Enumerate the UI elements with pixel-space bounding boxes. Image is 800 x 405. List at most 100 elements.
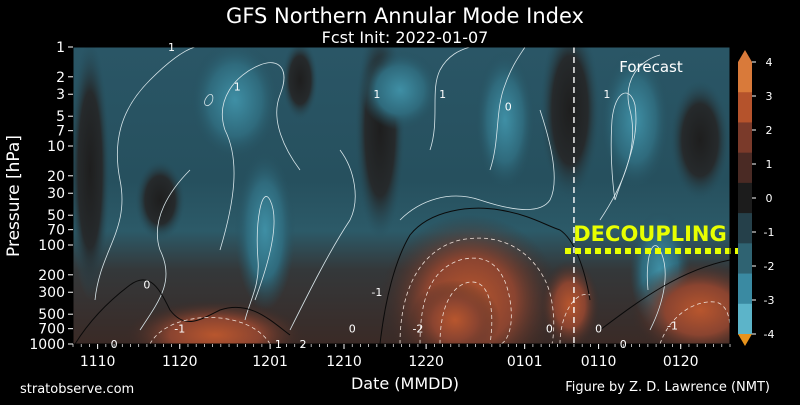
y-tick-label: 100 (38, 238, 65, 254)
contour-value-label: 1 (168, 41, 175, 54)
contour-value-label: -1 (174, 323, 185, 336)
y-tick-label: 700 (38, 322, 65, 338)
y-tick-label: 70 (47, 223, 65, 239)
colorbar-tick-label: -2 (764, 260, 775, 273)
colorbar-tick-label: 0 (766, 192, 773, 205)
footer-credit: Figure by Z. D. Lawrence (NMT) (565, 380, 770, 395)
contour-value-label: 0 (505, 101, 512, 114)
contour-line (379, 207, 591, 344)
colorbar: 4 3 2 1 0 -1 -2 -3 -4 (738, 50, 774, 346)
colorbar-segment (738, 92, 752, 124)
contour-line (419, 257, 512, 344)
field-positive-region (475, 50, 535, 190)
colorbar-tick-label: 1 (766, 158, 773, 171)
zero-contours (74, 207, 730, 344)
y-tick-label: 50 (47, 208, 65, 224)
contour-line (659, 301, 730, 344)
chart-subtitle: Fcst Init: 2022-01-07 (322, 28, 489, 47)
footer-source: stratobserve.com (20, 382, 134, 397)
field-negative-region (540, 260, 600, 344)
colorbar-tick-label: 3 (766, 90, 773, 103)
contour-value-label: -2 (412, 323, 423, 336)
contour-line (429, 47, 471, 151)
colorbar-segment (738, 213, 752, 244)
contour-line (139, 169, 191, 331)
colorbar-tick-label: 4 (766, 56, 773, 69)
field-dark-region (73, 47, 110, 300)
colorbar-tick-label: 2 (766, 124, 773, 137)
colorbar-tick-label: -1 (764, 226, 775, 239)
colorbar-segment (738, 303, 752, 335)
colorbar-max-arrow (738, 50, 752, 62)
contour-value-label: 0 (595, 323, 602, 336)
contour-value-label: 0 (143, 278, 150, 291)
y-tick-label: 200 (38, 268, 65, 284)
field-dark-region (670, 80, 730, 200)
x-tick-label: 1120 (162, 354, 198, 370)
contour-line (74, 279, 291, 344)
x-tick-label: 0120 (663, 354, 699, 370)
contour-field (73, 47, 730, 344)
y-tick-label: 5 (56, 109, 65, 125)
contour-value-label: 1 (603, 88, 610, 101)
x-tick-label: 1220 (408, 354, 444, 370)
forecast-label: Forecast (619, 58, 683, 76)
y-tick-label: 10 (47, 139, 65, 155)
field-dark-region (540, 47, 600, 200)
colorbar-min-arrow (738, 334, 752, 346)
field-negative-region (630, 260, 730, 344)
y-tick-label: 1000 (29, 337, 65, 353)
y-tick-label: 1 (56, 40, 65, 56)
contour-value-label: 1 (439, 88, 446, 101)
contour-value-label: -1 (667, 319, 678, 332)
contour-line (204, 93, 214, 106)
contour-value-label: 1 (234, 80, 241, 93)
field-positive-region (600, 50, 670, 190)
contour-line (149, 317, 271, 344)
y-tick-label: 500 (38, 307, 65, 323)
contour-line (289, 149, 356, 331)
contour-line (399, 237, 555, 344)
field-dark-region (282, 47, 318, 120)
colorbar-segment (738, 62, 752, 93)
field-dark-region (135, 160, 185, 240)
contour-line (599, 259, 730, 331)
colorbar-segment (738, 152, 752, 184)
x-tick-label: 1110 (80, 354, 116, 370)
field-positive-region (235, 150, 295, 310)
contour-line (439, 281, 493, 344)
chart-title: GFS Northern Annular Mode Index (226, 4, 584, 28)
x-tick-label: 1201 (252, 354, 288, 370)
negative-contours (149, 237, 730, 344)
contour-line (244, 196, 275, 321)
contour-line (599, 54, 661, 221)
contour-line (399, 109, 555, 221)
colorbar-segment (738, 273, 752, 305)
y-tick-label: 7 (56, 124, 65, 140)
y-axis-title: Pressure [hPa] (4, 135, 24, 257)
contour-line (610, 92, 637, 201)
contour-line (489, 47, 526, 171)
field-negative-region (410, 280, 500, 344)
contour-value-label: -1 (371, 286, 382, 299)
contour-line (559, 294, 591, 344)
y-tick-label: 3 (56, 87, 65, 103)
colorbar-tick-label: -4 (764, 328, 775, 341)
x-axis-title: Date (MMDD) (351, 374, 459, 393)
y-tick-label: 300 (38, 285, 65, 301)
contour-line (94, 47, 196, 301)
contour-value-label: 0 (349, 323, 356, 336)
field-positive-region (190, 47, 280, 160)
x-axis: 1110 1120 1201 1210 1220 0101 0110 0120 (72, 344, 731, 370)
contour-value-label: 0 (546, 323, 553, 336)
contour-line (219, 62, 301, 251)
x-tick-label: 0110 (581, 354, 617, 370)
contour-value-label: 1 (373, 88, 380, 101)
positive-contours (94, 47, 666, 331)
y-tick-label: 2 (56, 70, 65, 86)
decoupling-label: DECOUPLING (573, 222, 727, 246)
y-tick-label: 20 (47, 169, 65, 185)
colorbar-segment (738, 122, 752, 154)
